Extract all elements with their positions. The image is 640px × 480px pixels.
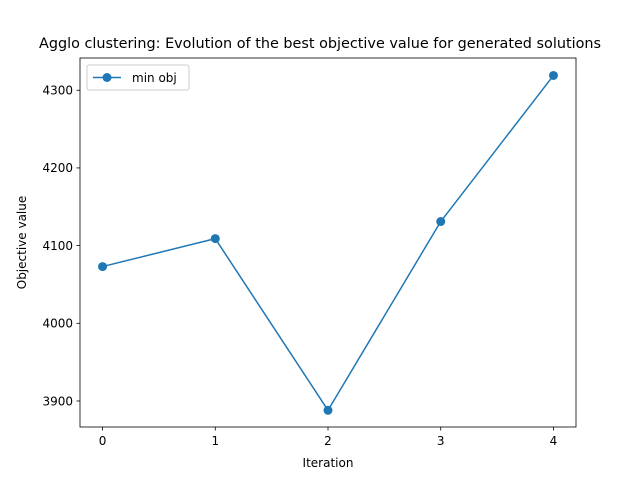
plot-area: [80, 58, 576, 427]
x-axis: 0 1 2 3 4: [99, 427, 558, 448]
x-tick-label: 1: [211, 434, 219, 448]
y-axis-label: Objective value: [15, 196, 29, 290]
y-tick-label: 3900: [42, 394, 73, 408]
data-point: [210, 234, 220, 244]
x-tick-label: 3: [437, 434, 445, 448]
chart-title: Agglo clustering: Evolution of the best …: [39, 36, 601, 52]
x-tick-label: 4: [550, 434, 558, 448]
x-axis-label: Iteration: [303, 456, 354, 470]
series-layer: [98, 70, 558, 415]
plot-background: [80, 58, 576, 427]
legend-label: min obj: [132, 71, 177, 85]
data-point: [436, 217, 446, 227]
legend: min obj: [86, 64, 190, 91]
x-tick-label: 0: [99, 434, 107, 448]
x-tick-label: 2: [324, 434, 332, 448]
y-tick-label: 4300: [42, 84, 73, 98]
y-tick-label: 4100: [42, 239, 73, 253]
axes-frame: [79, 57, 577, 428]
data-point: [548, 70, 558, 80]
data-point: [98, 262, 108, 272]
legend-box: [86, 64, 190, 91]
y-tick-label: 4200: [42, 161, 73, 175]
y-axis: 3900 4000 4100 4200 4300: [42, 84, 80, 408]
data-point: [323, 405, 333, 415]
legend-marker-swatch: [102, 73, 112, 82]
y-tick-label: 4000: [42, 317, 73, 331]
plot-border: [79, 57, 577, 428]
